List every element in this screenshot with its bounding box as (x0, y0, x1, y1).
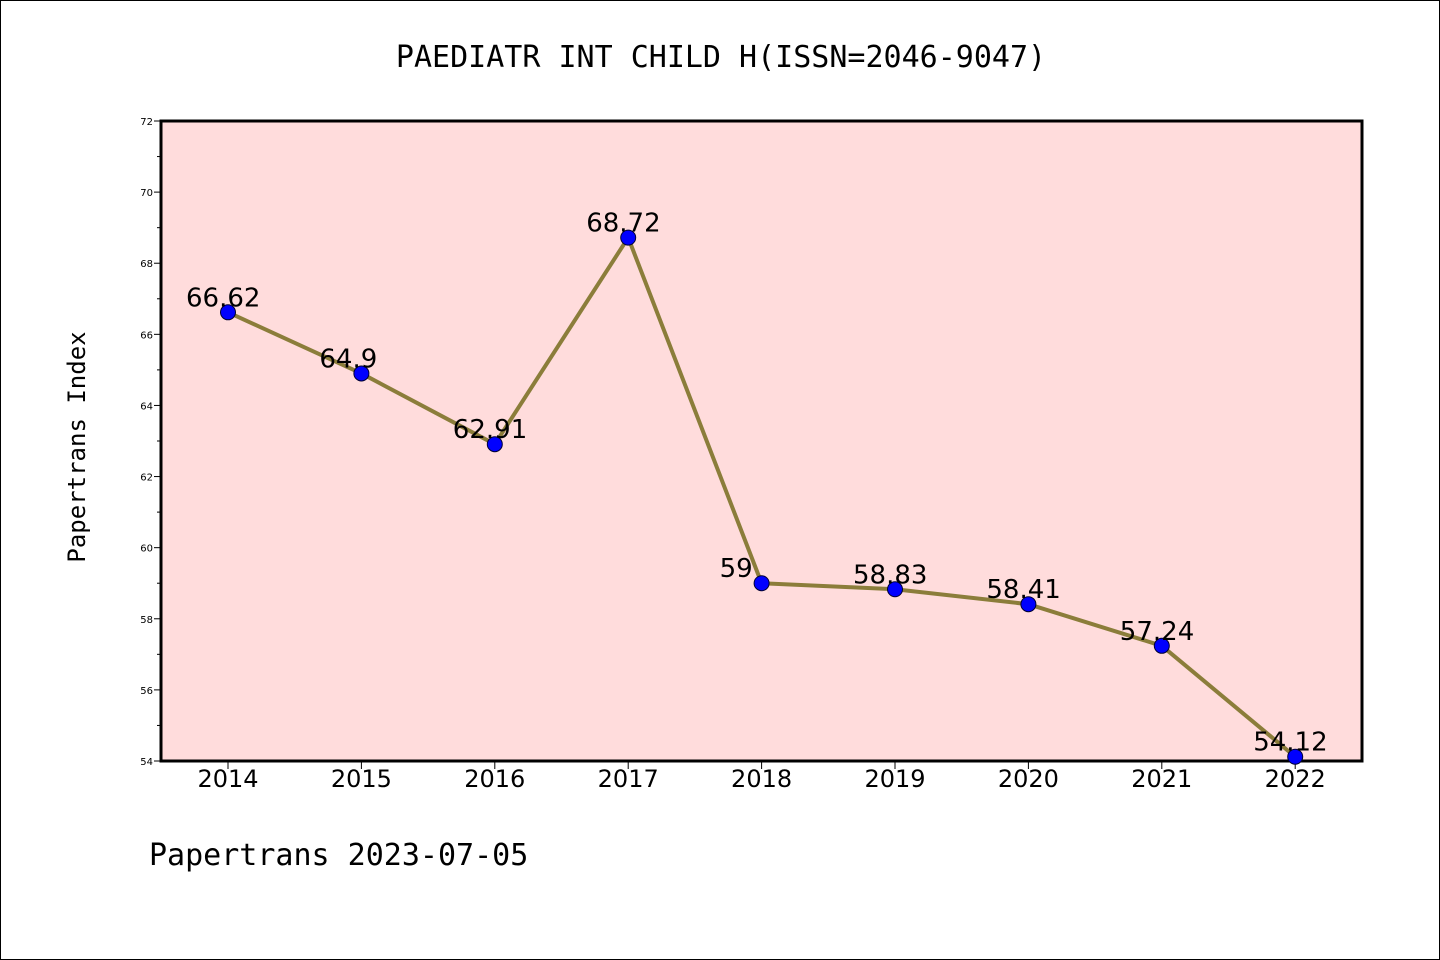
x-tick-label: 2016 (464, 765, 525, 793)
x-tick-label: 2020 (998, 765, 1059, 793)
y-tick-label: 66 (140, 330, 153, 341)
data-point-2014 (220, 304, 236, 321)
data-label-2021: 57.24 (1120, 617, 1194, 647)
y-tick-label: 62 (140, 473, 153, 484)
x-tick-label: 2022 (1265, 765, 1326, 793)
x-axis-ticks: 2014 2015 2016 2017 2018 2019 2020 2021 2022 (197, 761, 1326, 793)
y-tick-label: 58 (140, 615, 153, 626)
data-labels: 66.62 64.9 62.91 68.72 59 58.83 58.41 57.24 54.1… (186, 209, 1328, 758)
y-tick-label: 64 (140, 401, 153, 412)
data-label-2019: 58.83 (853, 560, 927, 590)
data-label-2016: 62.91 (453, 415, 527, 445)
data-label-2022: 54.12 (1253, 728, 1327, 758)
data-point-2022 (1287, 748, 1304, 765)
x-tick-label: 2014 (197, 765, 258, 793)
y-tick-label: 60 (140, 544, 153, 555)
x-tick-label: 2018 (731, 765, 792, 793)
data-point-2019 (887, 581, 903, 598)
data-label-2017: 68.72 (586, 209, 660, 239)
data-point-2018 (753, 575, 770, 592)
y-tick-label: 72 (140, 117, 153, 128)
chart-title: PAEDIATR INT CHILD H(ISSN=2046-9047) (396, 40, 1046, 75)
footer-caption: Papertrans 2023-07-05 (149, 838, 528, 873)
plot-area (159, 119, 1364, 763)
x-tick-label: 2017 (598, 765, 659, 793)
y-tick-label: 54 (140, 757, 153, 768)
data-point-2020 (1020, 596, 1037, 613)
y-axis-label: Papertrans Index (63, 331, 91, 562)
x-tick-label: 2021 (1131, 765, 1192, 793)
y-tick-label: 70 (140, 188, 153, 199)
data-label-2018: 59 (720, 554, 753, 584)
y-axis-ticks: 54 56 58 60 62 64 66 68 70 72 (140, 117, 161, 768)
x-tick-label: 2019 (864, 765, 925, 793)
data-label-2020: 58.41 (986, 575, 1060, 605)
data-point-2016 (486, 436, 503, 453)
data-label-2014: 66.62 (186, 283, 260, 313)
data-markers (220, 229, 1304, 765)
y-tick-label: 68 (140, 259, 153, 270)
data-point-2017 (620, 229, 637, 246)
data-label-2015: 64.9 (319, 344, 377, 374)
data-point-2021 (1153, 637, 1170, 654)
data-point-2015 (353, 365, 370, 382)
x-tick-label: 2015 (331, 765, 392, 793)
y-tick-label: 56 (140, 686, 153, 697)
